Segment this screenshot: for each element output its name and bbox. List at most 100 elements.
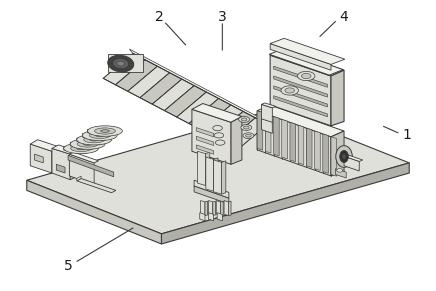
Ellipse shape <box>337 169 343 172</box>
Ellipse shape <box>281 86 298 95</box>
Text: 2: 2 <box>155 10 164 24</box>
Ellipse shape <box>89 132 110 139</box>
Polygon shape <box>262 104 272 123</box>
Text: 4: 4 <box>340 10 348 24</box>
Polygon shape <box>273 116 279 156</box>
Ellipse shape <box>245 134 251 137</box>
Polygon shape <box>274 76 327 97</box>
Ellipse shape <box>301 73 311 79</box>
Polygon shape <box>344 156 359 171</box>
Polygon shape <box>282 119 287 159</box>
Polygon shape <box>194 180 229 198</box>
Polygon shape <box>270 44 331 70</box>
Ellipse shape <box>84 136 105 143</box>
Polygon shape <box>128 66 170 98</box>
Polygon shape <box>196 145 214 154</box>
Polygon shape <box>269 49 343 75</box>
Polygon shape <box>27 180 161 244</box>
Polygon shape <box>323 134 328 173</box>
Polygon shape <box>331 137 337 176</box>
Polygon shape <box>196 136 214 146</box>
Ellipse shape <box>241 118 247 121</box>
Polygon shape <box>331 70 344 126</box>
Polygon shape <box>103 53 145 85</box>
Polygon shape <box>298 125 304 165</box>
Polygon shape <box>217 213 222 221</box>
Polygon shape <box>274 66 327 87</box>
Polygon shape <box>200 213 205 221</box>
Polygon shape <box>82 134 105 141</box>
Polygon shape <box>331 131 344 176</box>
Ellipse shape <box>113 58 129 69</box>
Polygon shape <box>198 151 205 185</box>
Ellipse shape <box>117 61 125 66</box>
Polygon shape <box>30 140 59 151</box>
Polygon shape <box>201 105 243 136</box>
Polygon shape <box>69 152 99 163</box>
Polygon shape <box>34 154 43 163</box>
Polygon shape <box>257 111 263 150</box>
Polygon shape <box>152 79 194 111</box>
Polygon shape <box>214 158 218 191</box>
Polygon shape <box>77 176 81 181</box>
Polygon shape <box>88 129 110 136</box>
Ellipse shape <box>95 134 104 137</box>
Ellipse shape <box>238 116 249 122</box>
Polygon shape <box>221 161 226 194</box>
Polygon shape <box>335 169 346 178</box>
Ellipse shape <box>95 128 116 134</box>
Ellipse shape <box>70 139 105 149</box>
Polygon shape <box>177 92 218 123</box>
Ellipse shape <box>90 139 99 141</box>
Polygon shape <box>270 49 344 76</box>
Ellipse shape <box>213 125 222 131</box>
Polygon shape <box>194 186 229 204</box>
Text: 5: 5 <box>64 259 72 273</box>
Polygon shape <box>27 109 409 234</box>
Ellipse shape <box>77 141 98 147</box>
Polygon shape <box>221 201 223 216</box>
Polygon shape <box>116 60 157 91</box>
Ellipse shape <box>297 71 315 81</box>
Polygon shape <box>266 114 271 153</box>
Polygon shape <box>201 200 205 216</box>
Ellipse shape <box>71 145 92 152</box>
Polygon shape <box>228 201 231 216</box>
Ellipse shape <box>215 140 225 145</box>
Polygon shape <box>274 96 327 117</box>
Polygon shape <box>161 163 409 244</box>
Polygon shape <box>77 178 116 193</box>
Polygon shape <box>52 145 77 154</box>
Ellipse shape <box>336 146 352 167</box>
Polygon shape <box>224 200 228 216</box>
Polygon shape <box>315 131 320 171</box>
Polygon shape <box>214 160 221 194</box>
Polygon shape <box>164 86 206 117</box>
Polygon shape <box>30 144 52 173</box>
Polygon shape <box>205 201 208 216</box>
Ellipse shape <box>108 55 134 72</box>
Polygon shape <box>257 111 331 176</box>
Ellipse shape <box>77 147 85 150</box>
Polygon shape <box>205 152 210 185</box>
Polygon shape <box>140 73 182 104</box>
Polygon shape <box>109 54 143 72</box>
Polygon shape <box>270 55 331 126</box>
Ellipse shape <box>340 150 348 163</box>
Polygon shape <box>274 86 327 107</box>
Polygon shape <box>262 103 276 108</box>
Ellipse shape <box>88 126 123 136</box>
Ellipse shape <box>64 143 99 154</box>
Polygon shape <box>216 200 221 216</box>
Ellipse shape <box>243 126 249 129</box>
Polygon shape <box>307 128 312 168</box>
Polygon shape <box>213 201 215 216</box>
Polygon shape <box>129 49 268 124</box>
Polygon shape <box>290 122 296 162</box>
Ellipse shape <box>82 130 117 141</box>
Ellipse shape <box>214 133 224 138</box>
Polygon shape <box>226 118 268 149</box>
Polygon shape <box>70 151 77 180</box>
Ellipse shape <box>285 88 294 93</box>
Polygon shape <box>196 127 214 137</box>
